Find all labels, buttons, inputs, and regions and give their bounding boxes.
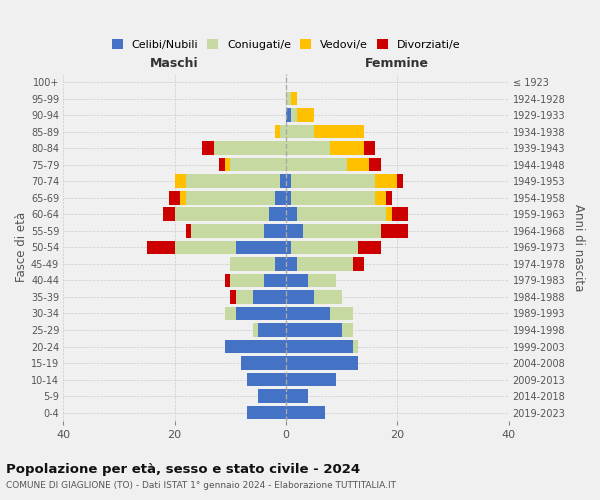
Bar (286, 406, 325, 419)
Bar (286, 174, 292, 188)
Bar (286, 240, 292, 254)
Bar (225, 340, 286, 353)
Bar (286, 125, 314, 138)
Bar (375, 191, 386, 204)
Bar (163, 208, 175, 221)
Bar (353, 340, 358, 353)
Bar (191, 224, 263, 237)
Bar (286, 290, 314, 304)
Bar (275, 125, 280, 138)
Bar (392, 208, 409, 221)
Bar (186, 174, 280, 188)
Bar (225, 306, 236, 320)
Bar (247, 373, 286, 386)
Text: Femmine: Femmine (365, 58, 429, 70)
Text: Popolazione per età, sesso e stato civile - 2024: Popolazione per età, sesso e stato civil… (6, 462, 360, 475)
Text: Maschi: Maschi (151, 58, 199, 70)
Bar (341, 323, 353, 337)
Bar (286, 390, 308, 403)
Bar (275, 257, 286, 270)
Bar (147, 240, 175, 254)
Bar (253, 323, 258, 337)
Bar (247, 406, 286, 419)
Bar (297, 108, 314, 122)
Legend: Celibi/Nubili, Coniugati/e, Vedovi/e, Divorziati/e: Celibi/Nubili, Coniugati/e, Vedovi/e, Di… (112, 40, 460, 50)
Bar (286, 92, 292, 106)
Bar (275, 191, 286, 204)
Bar (169, 191, 180, 204)
Bar (180, 191, 186, 204)
Y-axis label: Anni di nascita: Anni di nascita (572, 204, 585, 291)
Bar (258, 323, 286, 337)
Bar (236, 240, 286, 254)
Bar (314, 125, 364, 138)
Bar (286, 224, 302, 237)
Bar (386, 191, 392, 204)
Bar (236, 290, 253, 304)
Bar (186, 191, 275, 204)
Bar (297, 257, 353, 270)
Bar (286, 323, 341, 337)
Bar (292, 92, 297, 106)
Bar (230, 290, 236, 304)
Bar (186, 224, 191, 237)
Bar (175, 208, 269, 221)
Bar (380, 224, 409, 237)
Bar (286, 340, 353, 353)
Bar (292, 191, 375, 204)
Bar (253, 290, 286, 304)
Text: COMUNE DI GIAGLIONE (TO) - Dati ISTAT 1° gennaio 2024 - Elaborazione TUTTITALIA.: COMUNE DI GIAGLIONE (TO) - Dati ISTAT 1°… (6, 481, 396, 490)
Bar (258, 390, 286, 403)
Y-axis label: Fasce di età: Fasce di età (15, 212, 28, 282)
Bar (370, 158, 380, 172)
Bar (236, 306, 286, 320)
Bar (386, 208, 392, 221)
Bar (280, 125, 286, 138)
Bar (302, 224, 380, 237)
Bar (230, 158, 286, 172)
Bar (175, 240, 236, 254)
Bar (286, 108, 292, 122)
Bar (286, 142, 331, 155)
Bar (175, 174, 186, 188)
Bar (353, 257, 364, 270)
Bar (286, 356, 358, 370)
Bar (364, 142, 375, 155)
Bar (286, 373, 336, 386)
Bar (230, 274, 263, 287)
Bar (263, 224, 286, 237)
Bar (331, 306, 353, 320)
Bar (292, 240, 358, 254)
Bar (286, 191, 292, 204)
Bar (286, 208, 297, 221)
Bar (358, 240, 380, 254)
Bar (286, 274, 308, 287)
Bar (214, 142, 286, 155)
Bar (286, 306, 331, 320)
Bar (230, 257, 275, 270)
Bar (308, 274, 336, 287)
Bar (331, 142, 364, 155)
Bar (286, 158, 347, 172)
Bar (292, 174, 375, 188)
Bar (397, 174, 403, 188)
Bar (202, 142, 214, 155)
Bar (225, 274, 230, 287)
Bar (263, 274, 286, 287)
Bar (314, 290, 341, 304)
Bar (297, 208, 386, 221)
Bar (269, 208, 286, 221)
Bar (292, 108, 297, 122)
Bar (225, 158, 230, 172)
Bar (219, 158, 225, 172)
Bar (280, 174, 286, 188)
Bar (347, 158, 370, 172)
Bar (375, 174, 397, 188)
Bar (241, 356, 286, 370)
Bar (286, 257, 297, 270)
